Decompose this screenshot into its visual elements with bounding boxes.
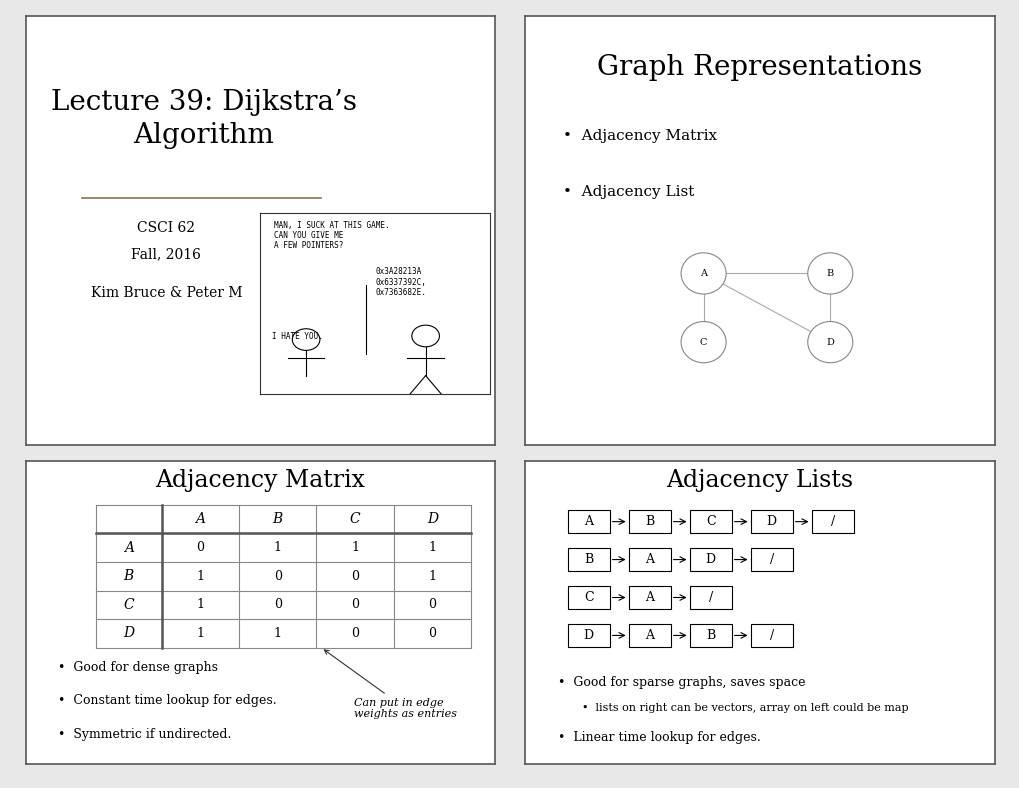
Text: Lecture 39: Dijkstra’s
Algorithm: Lecture 39: Dijkstra’s Algorithm — [51, 89, 357, 149]
Bar — [689, 624, 731, 647]
Bar — [689, 586, 731, 609]
Circle shape — [681, 253, 726, 294]
Text: 0: 0 — [273, 598, 281, 611]
Bar — [628, 548, 671, 571]
Text: A: A — [584, 515, 593, 528]
Text: C: C — [699, 337, 706, 347]
Text: C: C — [350, 512, 360, 526]
Text: 1: 1 — [196, 570, 204, 583]
Bar — [567, 511, 609, 533]
Text: /: / — [708, 591, 712, 604]
Bar — [750, 624, 792, 647]
Text: •  lists on right can be vectors, array on left could be map: • lists on right can be vectors, array o… — [581, 703, 907, 713]
Text: 1: 1 — [196, 626, 204, 640]
Text: B: B — [123, 569, 133, 583]
Text: Fall, 2016: Fall, 2016 — [131, 247, 201, 261]
Text: D: D — [766, 515, 775, 528]
Bar — [750, 511, 792, 533]
Circle shape — [681, 322, 726, 362]
Bar — [811, 511, 853, 533]
Bar — [689, 511, 731, 533]
Text: •  Adjacency Matrix: • Adjacency Matrix — [562, 129, 716, 143]
Text: Adjacency Matrix: Adjacency Matrix — [155, 469, 365, 492]
Text: C: C — [705, 515, 714, 528]
Bar — [628, 511, 671, 533]
Text: 1: 1 — [273, 626, 281, 640]
Text: 1: 1 — [351, 541, 359, 554]
Text: 1: 1 — [428, 570, 436, 583]
Text: 1: 1 — [273, 541, 281, 554]
Text: 0: 0 — [351, 570, 359, 583]
Text: 0x3A28213A
0x6337392C,
0x7363682E.: 0x3A28213A 0x6337392C, 0x7363682E. — [375, 267, 426, 297]
Bar — [567, 548, 609, 571]
Text: 0: 0 — [351, 598, 359, 611]
Text: /: / — [768, 553, 773, 566]
Text: •  Adjacency List: • Adjacency List — [562, 185, 694, 199]
Text: B: B — [272, 512, 282, 526]
Text: 1: 1 — [428, 541, 436, 554]
Text: 1: 1 — [196, 598, 204, 611]
Text: B: B — [825, 269, 834, 278]
Text: D: D — [825, 337, 834, 347]
Bar — [628, 624, 671, 647]
Text: I HATE YOU.: I HATE YOU. — [271, 333, 322, 341]
Text: 0: 0 — [273, 570, 281, 583]
Text: 0: 0 — [428, 598, 436, 611]
Text: •  Good for dense graphs: • Good for dense graphs — [58, 661, 218, 674]
Text: Graph Representations: Graph Representations — [597, 54, 921, 81]
Text: 0: 0 — [428, 626, 436, 640]
Text: B: B — [584, 553, 593, 566]
Text: A: A — [699, 269, 706, 278]
Circle shape — [807, 322, 852, 362]
Text: •  Linear time lookup for edges.: • Linear time lookup for edges. — [557, 730, 760, 744]
Bar — [628, 586, 671, 609]
Text: •  Good for sparse graphs, saves space: • Good for sparse graphs, saves space — [557, 676, 805, 689]
Text: CSCI 62: CSCI 62 — [138, 221, 195, 236]
Text: B: B — [644, 515, 653, 528]
Text: D: D — [427, 512, 438, 526]
Text: D: D — [123, 626, 135, 641]
Text: /: / — [829, 515, 834, 528]
Text: /: / — [768, 629, 773, 642]
Text: Kim Bruce & Peter M: Kim Bruce & Peter M — [91, 286, 242, 299]
Bar — [567, 624, 609, 647]
Text: 0: 0 — [351, 626, 359, 640]
Text: A: A — [644, 553, 653, 566]
Text: Adjacency Lists: Adjacency Lists — [665, 469, 853, 492]
Text: D: D — [705, 553, 715, 566]
Text: A: A — [123, 541, 133, 555]
Text: MAN, I SUCK AT THIS GAME.
CAN YOU GIVE ME
A FEW POINTERS?: MAN, I SUCK AT THIS GAME. CAN YOU GIVE M… — [274, 221, 389, 251]
Text: •  Constant time lookup for edges.: • Constant time lookup for edges. — [58, 694, 277, 707]
Bar — [567, 586, 609, 609]
Text: A: A — [644, 591, 653, 604]
Bar — [750, 548, 792, 571]
Text: 0: 0 — [196, 541, 204, 554]
Text: C: C — [123, 598, 133, 611]
Text: B: B — [705, 629, 714, 642]
Text: A: A — [195, 512, 205, 526]
Circle shape — [807, 253, 852, 294]
Text: C: C — [583, 591, 593, 604]
Text: •  Symmetric if undirected.: • Symmetric if undirected. — [58, 727, 231, 741]
Text: D: D — [583, 629, 593, 642]
Bar — [689, 548, 731, 571]
Text: Can put in edge
weights as entries: Can put in edge weights as entries — [324, 650, 457, 719]
Text: A: A — [644, 629, 653, 642]
